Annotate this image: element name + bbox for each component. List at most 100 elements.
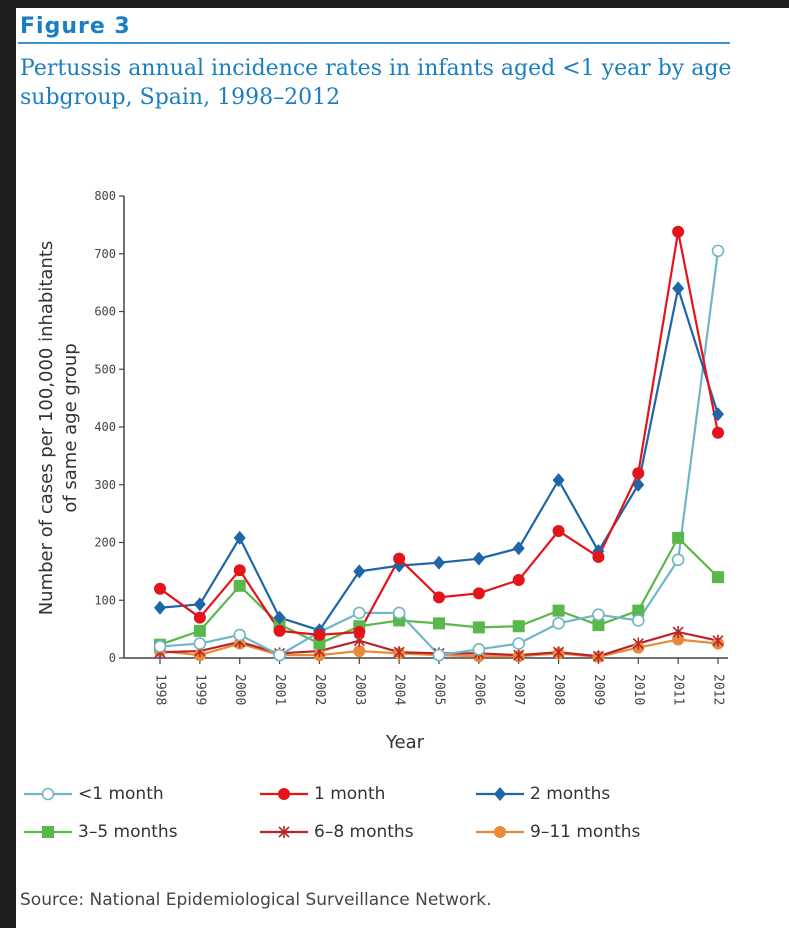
x-tick-label: 2008: [551, 674, 566, 705]
data-point: [632, 467, 645, 480]
data-point: [592, 608, 605, 621]
series-line: [159, 287, 720, 632]
legend-label: 9–11 months: [530, 822, 641, 842]
legend-label: 1 month: [314, 784, 386, 804]
x-tick-label: 2009: [591, 674, 606, 705]
y-tick-label: 600: [94, 305, 116, 319]
x-tick-label: 2003: [352, 674, 367, 705]
data-point: [154, 600, 166, 615]
data-point: [552, 473, 565, 488]
data-point: [353, 626, 366, 639]
data-point: [233, 564, 246, 577]
x-tick-label: 2000: [232, 674, 247, 705]
data-point: [712, 407, 724, 422]
data-point: [313, 628, 326, 641]
data-point: [472, 621, 485, 634]
data-point: [433, 591, 445, 604]
x-tick-label: 2011: [671, 674, 686, 705]
legend-marker: [278, 788, 290, 800]
data-point: [632, 477, 645, 492]
figure-label: Figure 3: [20, 14, 131, 39]
data-point: [553, 646, 565, 659]
legend-swatch: [260, 826, 308, 838]
legend-label: 3–5 months: [78, 822, 178, 842]
data-point: [472, 587, 485, 600]
data-point: [193, 637, 207, 650]
data-point: [552, 524, 565, 537]
data-point: [352, 606, 366, 620]
legend-swatch: [476, 826, 524, 838]
x-tick-label: 2005: [432, 674, 447, 705]
data-point: [513, 649, 525, 662]
legend-marker: [494, 826, 506, 838]
data-point: [632, 604, 645, 617]
data-point: [512, 541, 525, 556]
figure-panel: [16, 8, 789, 928]
data-point: [712, 634, 724, 647]
y-tick-label: 700: [94, 247, 116, 261]
data-point: [552, 604, 565, 617]
data-point: [672, 281, 685, 296]
data-point: [433, 617, 445, 630]
data-point: [672, 633, 685, 646]
y-tick-label: 400: [94, 420, 116, 434]
data-point: [672, 626, 684, 639]
x-tick-label: 2004: [392, 674, 407, 705]
y-axis-title-line: of same age group: [60, 343, 81, 512]
data-point: [552, 617, 565, 630]
source-note: Source: National Epidemiological Surveil…: [20, 890, 492, 910]
data-point: [393, 552, 406, 565]
legend-item: 2 months: [474, 782, 610, 806]
data-point: [711, 244, 725, 258]
data-point: [592, 550, 605, 563]
data-point: [154, 582, 166, 595]
chart-axes: 0 100 200 300 400 500 600 700 800 1998 1999 2000 200…: [36, 189, 728, 753]
data-point: [512, 574, 525, 587]
data-point: [712, 426, 724, 439]
series-point-group: [154, 225, 724, 641]
data-point: [153, 640, 167, 653]
data-point: [233, 579, 246, 592]
data-point: [672, 225, 685, 238]
data-point: [632, 637, 644, 650]
data-point: [472, 643, 486, 656]
y-tick-label: 800: [94, 189, 116, 203]
data-point: [512, 637, 526, 650]
legend-marker: [42, 826, 54, 838]
title-rule: [18, 42, 730, 44]
legend-item: 6–8 months: [258, 820, 414, 844]
legend-marker: [278, 826, 290, 838]
legend-marker: [494, 787, 506, 801]
legend-swatch: [476, 787, 524, 801]
data-point: [432, 648, 446, 662]
data-point: [353, 645, 366, 658]
legend-label: <1 month: [78, 784, 164, 804]
x-tick-label: 2006: [471, 674, 486, 705]
y-tick-label: 300: [94, 478, 116, 492]
x-tick-label: 2007: [511, 674, 526, 705]
data-point: [273, 610, 286, 625]
data-point: [273, 648, 286, 662]
y-tick-label: 0: [109, 651, 116, 665]
data-point: [671, 553, 685, 567]
legend-swatch: [24, 826, 72, 838]
data-point: [592, 650, 604, 663]
y-tick-label: 500: [94, 362, 116, 376]
legend-item: <1 month: [22, 782, 164, 806]
data-point: [313, 637, 326, 650]
y-axis-title: Number of cases per 100,000 inhabitants o…: [36, 241, 81, 616]
data-point: [233, 628, 247, 642]
legend-label: 6–8 months: [314, 822, 414, 842]
data-point: [193, 597, 206, 612]
data-point: [393, 646, 405, 659]
data-point: [512, 620, 525, 633]
data-point: [233, 530, 246, 545]
legend-swatch: [260, 788, 308, 800]
x-tick-label: 2002: [312, 674, 327, 705]
data-point: [472, 551, 485, 566]
x-tick-label: 2001: [272, 674, 287, 705]
figure-title: Pertussis annual incidence rates in infa…: [20, 56, 732, 110]
legend-marker: [41, 787, 55, 801]
data-point: [353, 564, 366, 579]
data-point: [433, 555, 445, 570]
